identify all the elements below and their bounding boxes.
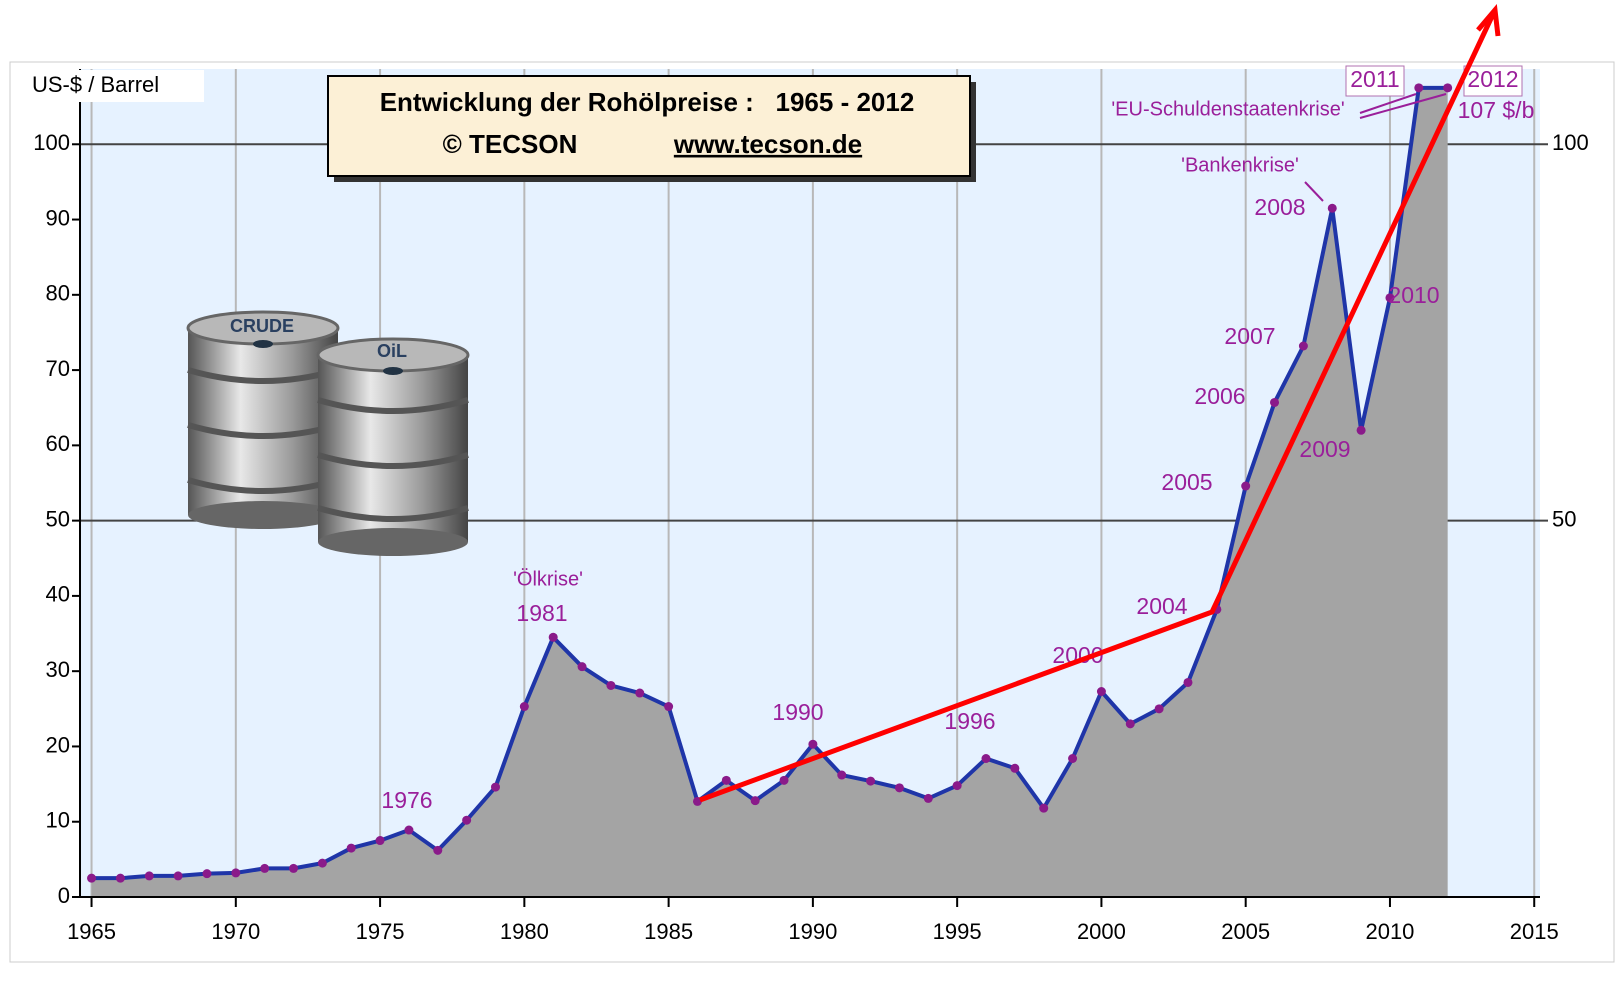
point [549, 633, 558, 642]
point [174, 871, 183, 880]
chart: 1965197019751980198519901995200020052010… [0, 0, 1624, 987]
point [1414, 83, 1423, 92]
point [953, 781, 962, 790]
point [1299, 342, 1308, 351]
y-tick-label: 80 [46, 281, 70, 306]
y2-tick-label: 100 [1552, 130, 1589, 155]
point [635, 689, 644, 698]
y-tick-label: 100 [33, 130, 70, 155]
point [1443, 83, 1452, 92]
point [231, 868, 240, 877]
annotation: 'Ölkrise' [513, 568, 583, 590]
point [866, 777, 875, 786]
annotation: 1976 [381, 787, 432, 813]
point [924, 794, 933, 803]
barrel-label: OiL [377, 341, 407, 361]
annotation: 2006 [1194, 383, 1245, 409]
point [1183, 678, 1192, 687]
point [606, 681, 615, 690]
annotation: 2004 [1136, 593, 1187, 619]
point [808, 740, 817, 749]
point [1010, 764, 1019, 773]
x-tick-label: 2005 [1221, 919, 1270, 944]
oil-barrels: CRUDE OiL [188, 312, 468, 556]
chart-title: Entwicklung der Rohölpreise : 1965 - 201… [380, 87, 915, 117]
point [1155, 704, 1164, 713]
annotation: 2009 [1299, 436, 1350, 462]
point [202, 869, 211, 878]
y-tick-label: 90 [46, 205, 70, 230]
annotation: 2008 [1254, 194, 1305, 220]
annotation: 1981 [516, 600, 567, 626]
point [260, 864, 269, 873]
point [895, 783, 904, 792]
point [347, 844, 356, 853]
y-tick-label: 60 [46, 431, 70, 456]
barrel-label: CRUDE [230, 316, 294, 336]
point [145, 871, 154, 880]
point [404, 826, 413, 835]
point [87, 874, 96, 883]
point [664, 702, 673, 711]
x-tick-label: 1975 [356, 919, 405, 944]
point [1126, 719, 1135, 728]
point [722, 776, 731, 785]
website: www.tecson.de [673, 129, 862, 159]
x-tick-label: 1965 [67, 919, 116, 944]
x-tick-label: 1990 [788, 919, 837, 944]
point [318, 859, 327, 868]
y-tick-label: 30 [46, 657, 70, 682]
x-tick-label: 1980 [500, 919, 549, 944]
point [520, 702, 529, 711]
point [376, 836, 385, 845]
y-tick-label: 0 [58, 883, 70, 908]
y-tick-label: 10 [46, 808, 70, 833]
annotation: 1990 [772, 699, 823, 725]
annotation: 2005 [1161, 469, 1212, 495]
y-tick-label: 40 [46, 582, 70, 607]
y-tick-label: 20 [46, 732, 70, 757]
point [578, 662, 587, 671]
annotation: 'Bankenkrise' [1181, 154, 1299, 176]
annotation: 'EU-Schuldenstaatenkrise' [1111, 98, 1344, 120]
point [1068, 754, 1077, 763]
x-tick-label: 1970 [211, 919, 260, 944]
x-tick-label: 2015 [1510, 919, 1559, 944]
annotation: 2011 [1350, 66, 1399, 92]
annotation: 1996 [944, 708, 995, 734]
x-tick-label: 1995 [933, 919, 982, 944]
point [837, 771, 846, 780]
point [1097, 687, 1106, 696]
x-tick-label: 2000 [1077, 919, 1126, 944]
point [462, 816, 471, 825]
y-axis-label: US-$ / Barrel [32, 72, 159, 97]
point [751, 796, 760, 805]
point [1241, 482, 1250, 491]
annotation: 2007 [1224, 323, 1275, 349]
point [116, 874, 125, 883]
y2-tick-label: 50 [1552, 506, 1576, 531]
point [1357, 426, 1366, 435]
y-tick-label: 70 [46, 356, 70, 381]
x-tick-label: 2010 [1365, 919, 1414, 944]
annotation: 2010 [1388, 282, 1439, 308]
annotation: 2012 [1467, 66, 1518, 92]
point [1270, 398, 1279, 407]
point [491, 783, 500, 792]
x-tick-label: 1985 [644, 919, 693, 944]
annotation: 107 $/b [1458, 97, 1535, 123]
copyright: © TECSON [443, 129, 578, 159]
point [982, 754, 991, 763]
point [1328, 204, 1337, 213]
y-tick-label: 50 [46, 506, 70, 531]
point [289, 864, 298, 873]
point [433, 846, 442, 855]
point [780, 776, 789, 785]
point [1039, 804, 1048, 813]
